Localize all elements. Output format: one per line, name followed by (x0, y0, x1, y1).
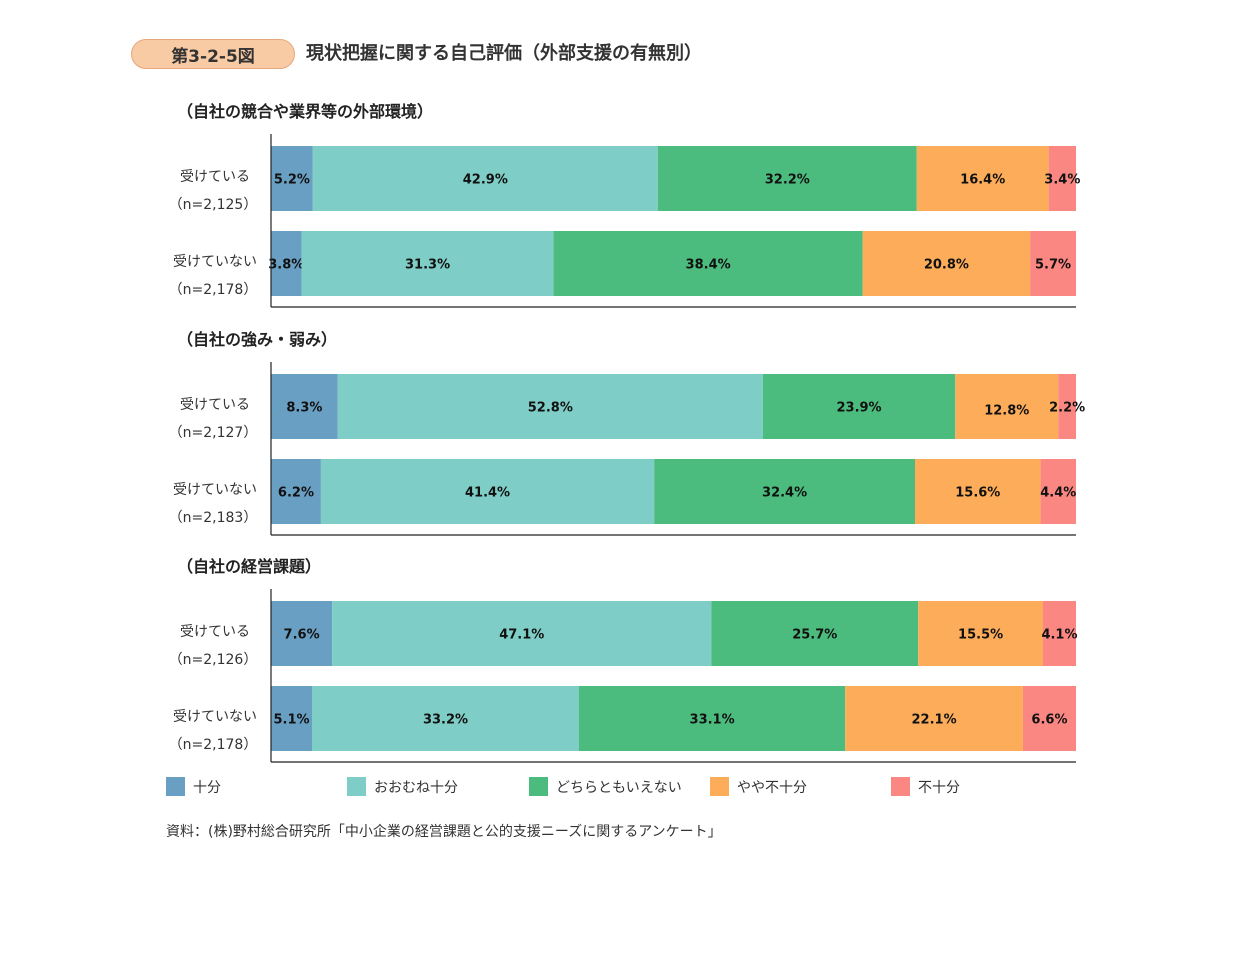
panel-title: （自社の経営課題） (177, 557, 321, 576)
bar-segment-2 (312, 146, 658, 211)
legend-swatch-3 (529, 777, 548, 796)
data-label: 6.2% (278, 486, 314, 501)
data-label: 3.8% (268, 258, 304, 273)
data-label: 33.2% (423, 713, 468, 728)
legend-swatch-5 (891, 777, 910, 796)
bar-segment-1 (271, 459, 321, 524)
data-label: 41.4% (465, 486, 510, 501)
bar-segment-4 (845, 686, 1023, 751)
legend-label-2: おおむね十分 (374, 780, 458, 796)
row-sample-size: （n=2,126） (169, 652, 258, 668)
row-label: 受けている (180, 624, 250, 640)
data-label: 2.2% (1049, 401, 1085, 416)
bar-segment-2 (320, 459, 655, 524)
row-label: 受けていない (173, 709, 257, 725)
data-label: 32.2% (765, 173, 810, 188)
bar-segment-5 (1048, 146, 1076, 211)
bar-segment-5 (1040, 459, 1076, 524)
data-label: 4.1% (1041, 628, 1077, 643)
bar-segment-3 (711, 601, 919, 666)
data-label: 22.1% (912, 713, 957, 728)
row-sample-size: （n=2,127） (169, 425, 258, 441)
row-sample-size: （n=2,183） (169, 510, 258, 526)
bar-segment-2 (301, 231, 554, 296)
row-sample-size: （n=2,178） (169, 282, 258, 298)
legend-label-4: やや不十分 (737, 780, 807, 796)
panel-title: （自社の強み・弱み） (177, 330, 337, 349)
bar-segment-1 (271, 231, 302, 296)
bar-segment-3 (553, 231, 863, 296)
legend-swatch-4 (710, 777, 729, 796)
legend-swatch-1 (166, 777, 185, 796)
data-label: 25.7% (792, 628, 837, 643)
legend-label-3: どちらともいえない (556, 780, 682, 796)
data-label: 31.3% (405, 258, 450, 273)
data-label: 20.8% (924, 258, 969, 273)
bar-segment-1 (271, 374, 338, 439)
figure-number-badge: 第3-2-5図 (131, 39, 295, 69)
figure-title: 現状把握に関する自己評価（外部支援の有無別） (306, 43, 702, 64)
data-label: 15.5% (958, 628, 1003, 643)
bar-segment-3 (654, 459, 915, 524)
row-sample-size: （n=2,125） (169, 197, 258, 213)
bar-segment-5 (1058, 374, 1076, 439)
bar-segment-1 (271, 146, 313, 211)
legend-swatch-2 (347, 777, 366, 796)
row-sample-size: （n=2,178） (169, 737, 258, 753)
data-label: 47.1% (499, 628, 544, 643)
data-label: 5.2% (274, 173, 310, 188)
row-label: 受けていない (173, 482, 257, 498)
data-label: 33.1% (690, 713, 735, 728)
bar-segment-2 (312, 686, 580, 751)
bar-segment-3 (762, 374, 956, 439)
bar-segment-5 (1042, 601, 1076, 666)
bar-segment-4 (955, 374, 1059, 439)
bar-segment-2 (332, 601, 712, 666)
legend-label-1: 十分 (193, 780, 221, 796)
data-label: 42.9% (463, 173, 508, 188)
row-label: 受けている (180, 397, 250, 413)
row-label: 受けていない (173, 254, 257, 270)
data-label: 15.6% (955, 486, 1000, 501)
bar-segment-1 (271, 686, 313, 751)
bar-segment-5 (1030, 231, 1076, 296)
data-label: 16.4% (960, 173, 1005, 188)
panel-title: （自社の競合や業界等の外部環境） (177, 102, 433, 121)
bar-segment-4 (918, 601, 1043, 666)
data-label: 5.7% (1035, 258, 1071, 273)
bar-segment-1 (271, 601, 333, 666)
row-label: 受けている (180, 169, 250, 185)
data-label: 12.8% (984, 404, 1029, 419)
bar-segment-4 (862, 231, 1031, 296)
data-label: 23.9% (836, 401, 881, 416)
data-label: 4.4% (1040, 486, 1076, 501)
bar-segment-3 (657, 146, 917, 211)
bar-segment-3 (579, 686, 846, 751)
data-label: 38.4% (686, 258, 731, 273)
data-label: 5.1% (273, 713, 309, 728)
data-label: 52.8% (528, 401, 573, 416)
data-label: 32.4% (762, 486, 807, 501)
data-label: 6.6% (1031, 713, 1067, 728)
bar-segment-4 (915, 459, 1041, 524)
data-label: 8.3% (286, 401, 322, 416)
source-note: 資料：(株)野村総合研究所「中小企業の経営課題と公的支援ニーズに関するアンケート… (166, 824, 722, 840)
legend-label-5: 不十分 (918, 780, 960, 796)
bar-segment-4 (916, 146, 1049, 211)
data-label: 3.4% (1044, 173, 1080, 188)
bar-segment-5 (1022, 686, 1076, 751)
bar-segment-2 (337, 374, 763, 439)
data-label: 7.6% (284, 628, 320, 643)
